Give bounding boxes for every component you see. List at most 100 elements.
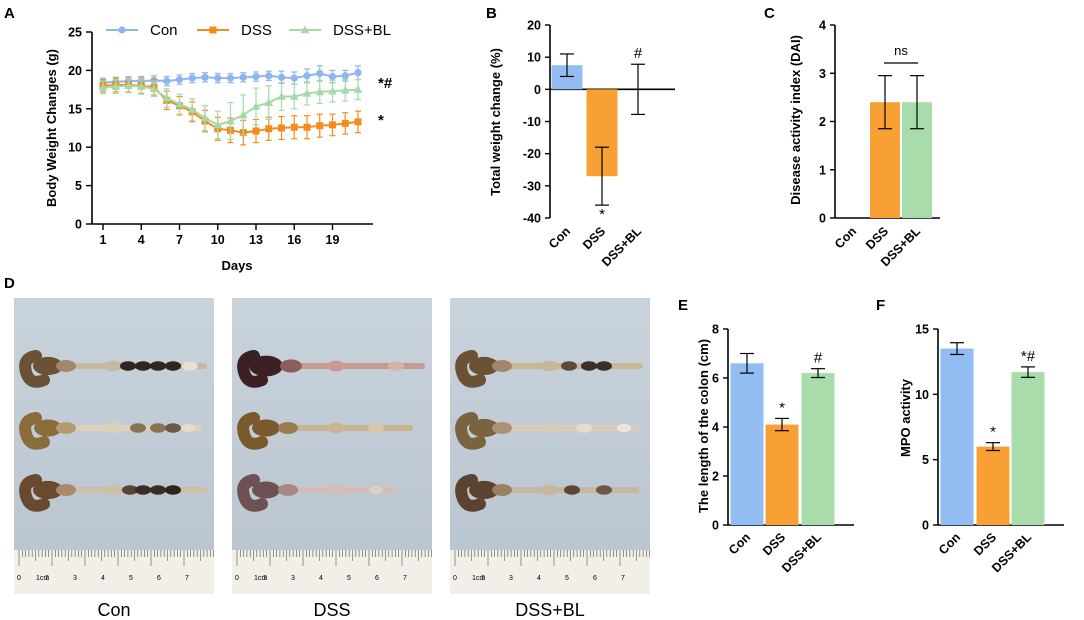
x-tick-label: DSS+BL [779,530,824,575]
colon-segment [135,361,151,371]
significance-mark: # [814,350,823,367]
data-point [341,72,349,80]
significance-mark: * [779,399,785,416]
ruler-number: 4 [101,575,105,582]
data-point [175,99,184,108]
colon-segment [561,361,577,371]
colon-segment [278,484,298,496]
data-point [354,118,362,126]
data-point [277,73,286,81]
y-tick-label: 10 [68,141,82,155]
colon-segment [469,356,499,376]
y-tick-label: 0 [922,519,929,533]
x-tick-label: Con [546,224,573,251]
legend-marker [209,26,217,34]
ruler-number: 3 [291,575,295,582]
ruler-number: 7 [621,575,625,582]
colon-segment [596,485,612,495]
legend-marker [300,25,310,34]
panel-letter-f: F [876,297,885,314]
panel-c: C Disease activity index (DAI) 0 1 2 3 4 Con D… [764,5,940,269]
data-point [303,72,311,80]
y-tick-label: 10 [527,51,541,65]
colon-segment [130,423,146,433]
data-point [328,86,337,95]
y-tick-label: 0 [819,212,826,226]
x-tick-label: 16 [287,233,301,247]
bar-con [730,363,764,525]
ruler [232,550,432,594]
colon-segment [56,422,76,434]
y-tick-label: -40 [523,212,541,226]
data-point [214,74,222,82]
data-point [111,82,121,90]
data-point [213,120,223,129]
x-tick-label: DSS [760,530,788,558]
ruler [450,550,650,594]
colon-segment [165,361,181,371]
data-point [239,73,247,81]
colon-segment [104,422,122,434]
data-point [98,82,108,91]
data-point [316,69,324,78]
colon-segment [135,485,151,495]
data-point [188,74,196,82]
x-tick-label: 4 [138,233,145,247]
y-axis-title: Total weight change (%) [488,48,503,196]
panel-letter-c: C [764,5,775,22]
data-point [264,98,274,106]
y-axis-title: Body Weight Changes (g) [44,49,59,207]
ruler-unit: 1cm [472,575,485,582]
x-tick-label: DSS [863,224,891,252]
colon-segment [280,359,302,373]
colon-segment [492,484,512,496]
ruler-number: 6 [157,575,161,582]
colon-segment [122,485,138,495]
x-tick-label: Con [832,224,859,251]
data-point [226,74,235,82]
legend-item: DSS+BL [289,22,391,39]
significance-mark: *# [1021,348,1036,365]
ruler-number: 4 [319,575,323,582]
x-tick-label: 10 [211,233,225,247]
bar-dss [765,424,799,525]
panel-letter-a: A [4,5,15,22]
series-layer [98,65,363,146]
annotation-dssbl: *# [378,75,393,92]
data-point [136,82,146,90]
panel-letter-d: D [4,275,15,292]
ruler-number: 2 [45,575,49,582]
colon-segment [540,484,558,496]
bar-dss-bl [801,373,835,525]
y-tick-label: 15 [915,323,929,337]
data-point [200,113,210,122]
colon-segment [104,484,122,496]
data-point [238,110,248,119]
bar-con [940,348,974,525]
colon-segment [368,423,384,433]
panel-b: B Total weight change (%) -40 -30 -20 -10 0 1… [486,5,675,269]
ruler-number: 0 [17,575,21,582]
y-ticks: 0 5 10 15 20 25 [68,26,92,232]
data-point [328,72,337,81]
colon-segment [540,422,558,434]
bar-dss [976,446,1010,525]
ruler-number: 5 [129,575,133,582]
photo-con: 0 2 3 4 5 6 7 1cm Con [14,298,214,620]
x-tick-label: 19 [326,233,340,247]
colon-segment [328,485,344,495]
y-tick-label: 8 [712,323,719,337]
panel-letter-b: B [486,5,497,22]
data-point [341,119,349,127]
ruler-number: 5 [565,575,569,582]
legend-item: Con [106,22,178,39]
ruler-number: 6 [375,575,379,582]
colon-cecum [237,412,268,450]
x-tick-label: DSS+BL [989,530,1034,575]
data-point [201,73,209,81]
data-point [354,69,362,77]
